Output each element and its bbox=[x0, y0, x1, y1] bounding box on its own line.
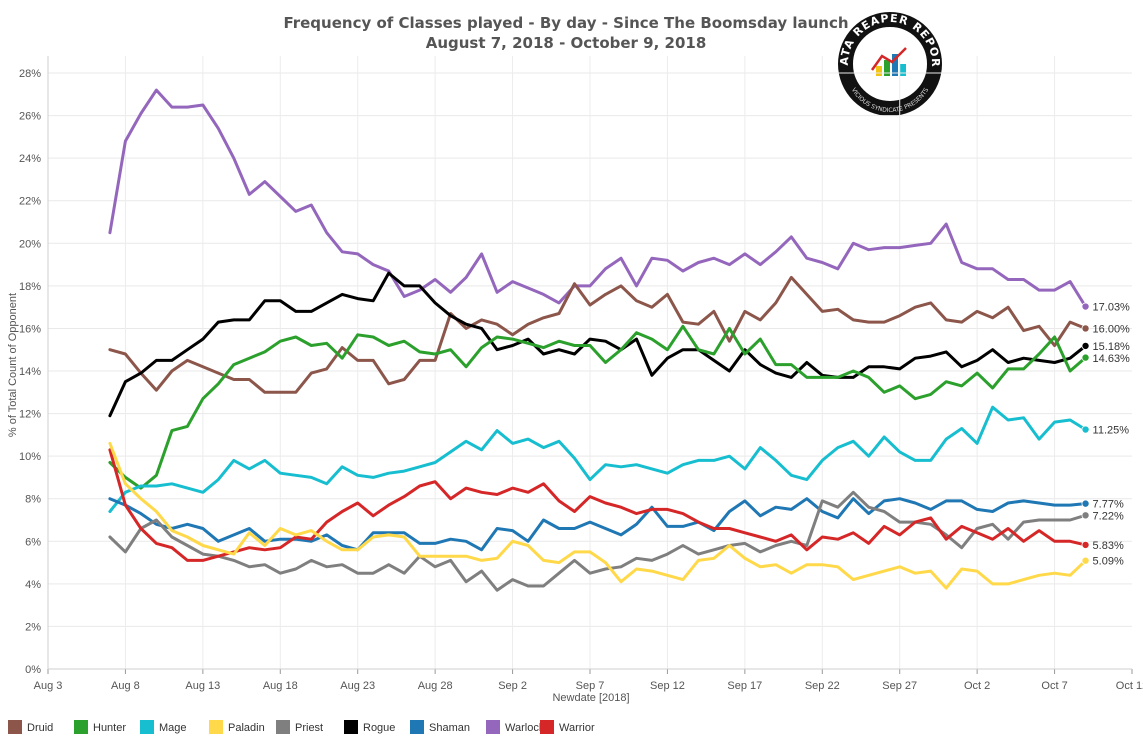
series-line-mage bbox=[108, 405, 1087, 513]
series-line-hunter bbox=[108, 324, 1087, 490]
series-line-warlock bbox=[108, 88, 1087, 308]
end-point-rogue bbox=[1081, 341, 1090, 350]
x-tick-label: Sep 12 bbox=[650, 680, 685, 692]
legend-swatch-shaman bbox=[410, 720, 424, 734]
y-tick-label: 10% bbox=[19, 451, 41, 463]
legend-swatch-warlock bbox=[486, 720, 500, 734]
legend-swatch-rogue bbox=[344, 720, 358, 734]
x-axis-title: Newdate [2018] bbox=[552, 692, 629, 704]
end-point-hunter bbox=[1081, 353, 1090, 362]
end-point-warrior bbox=[1081, 540, 1090, 549]
series-line-paladin bbox=[108, 441, 1087, 590]
end-labels: 17.03% 16.00% 15.18%14.63% 11.25% 7.77%7.22%… bbox=[1093, 302, 1131, 568]
legend-swatch-hunter bbox=[74, 720, 88, 734]
legend-label-shaman: Shaman bbox=[429, 722, 470, 734]
legend-swatch-mage bbox=[140, 720, 154, 734]
legend-label-rogue: Rogue bbox=[363, 722, 395, 734]
end-label-warrior: 5.83% bbox=[1093, 540, 1124, 552]
y-tick-label: 0% bbox=[25, 664, 41, 676]
x-tick-label: Aug 23 bbox=[340, 680, 375, 692]
legend: Druid Hunter Mage Paladin Priest Rogue Shaman W… bbox=[8, 720, 595, 734]
logo-bar bbox=[884, 60, 890, 76]
x-tick-label: Aug 18 bbox=[263, 680, 298, 692]
series-line-warrior bbox=[108, 448, 1087, 562]
chart-title: Frequency of Classes played - By day - S… bbox=[283, 14, 848, 32]
y-tick-label: 16% bbox=[19, 323, 41, 335]
y-tick-label: 26% bbox=[19, 111, 41, 123]
y-tick-label: 6% bbox=[25, 536, 41, 548]
end-point-shaman bbox=[1081, 499, 1090, 508]
legend-label-mage: Mage bbox=[159, 722, 187, 734]
end-label-hunter: 14.63% bbox=[1093, 353, 1131, 365]
x-tick-label: Aug 13 bbox=[185, 680, 220, 692]
legend-swatch-warrior bbox=[540, 720, 554, 734]
y-tick-label: 18% bbox=[19, 281, 41, 293]
x-tick-label: Aug 28 bbox=[418, 680, 453, 692]
y-tick-label: 22% bbox=[19, 196, 41, 208]
y-tick-label: 8% bbox=[25, 494, 41, 506]
x-tick-label: Oct 12 bbox=[1116, 680, 1143, 692]
y-tick-label: 2% bbox=[25, 621, 41, 633]
x-tick-label: Sep 22 bbox=[805, 680, 840, 692]
legend-swatch-druid bbox=[8, 720, 22, 734]
series-lines bbox=[108, 88, 1090, 592]
end-point-paladin bbox=[1081, 556, 1090, 565]
end-label-mage: 11.25% bbox=[1093, 425, 1130, 437]
logo-bar bbox=[900, 64, 906, 76]
end-point-warlock bbox=[1081, 302, 1090, 311]
logo-bar bbox=[876, 66, 882, 76]
end-label-paladin: 5.09% bbox=[1093, 556, 1124, 568]
legend-label-warrior: Warrior bbox=[559, 722, 595, 734]
x-tick-label: Sep 17 bbox=[727, 680, 762, 692]
logo-trend-line bbox=[870, 47, 907, 71]
end-label-priest: 7.22% bbox=[1093, 511, 1124, 523]
x-tick-label: Sep 2 bbox=[498, 680, 527, 692]
axes: 0% 2% 4% 6% 8% 10% 12% 14% 16% 18% 20% 22% 24% 26% 28%… bbox=[19, 56, 1143, 692]
end-label-druid: 16.00% bbox=[1093, 323, 1131, 335]
end-point-druid bbox=[1081, 324, 1090, 333]
legend-swatch-priest bbox=[276, 720, 290, 734]
series-line-shaman bbox=[108, 497, 1087, 552]
x-tick-label: Oct 7 bbox=[1041, 680, 1067, 692]
y-tick-label: 20% bbox=[19, 238, 41, 250]
legend-label-warlock: Warlock bbox=[505, 722, 545, 734]
end-point-mage bbox=[1081, 425, 1090, 434]
y-tick-label: 14% bbox=[19, 366, 41, 378]
legend-label-hunter: Hunter bbox=[93, 722, 126, 734]
x-tick-label: Sep 7 bbox=[576, 680, 605, 692]
x-tick-label: Oct 2 bbox=[964, 680, 990, 692]
end-label-rogue: 15.18% bbox=[1093, 341, 1131, 353]
legend-swatch-paladin bbox=[209, 720, 223, 734]
end-label-shaman: 7.77% bbox=[1093, 499, 1124, 511]
y-tick-label: 28% bbox=[19, 68, 41, 80]
logo-bar bbox=[892, 54, 898, 76]
chart-subtitle: August 7, 2018 - October 9, 2018 bbox=[426, 34, 707, 52]
x-tick-label: Sep 27 bbox=[882, 680, 917, 692]
y-tick-label: 4% bbox=[25, 579, 41, 591]
x-tick-label: Aug 8 bbox=[111, 680, 140, 692]
y-tick-label: 24% bbox=[19, 153, 41, 165]
y-axis-title: % of Total Count of Opponent bbox=[7, 293, 19, 437]
end-label-warlock: 17.03% bbox=[1093, 302, 1131, 314]
legend-label-paladin: Paladin bbox=[228, 722, 265, 734]
series-line-rogue bbox=[108, 271, 1087, 418]
series-line-druid bbox=[108, 275, 1087, 394]
end-point-priest bbox=[1081, 511, 1090, 520]
legend-label-priest: Priest bbox=[295, 722, 323, 734]
series-line-priest bbox=[108, 490, 1087, 592]
legend-label-druid: Druid bbox=[27, 722, 53, 734]
y-tick-label: 12% bbox=[19, 409, 41, 421]
x-tick-label: Aug 3 bbox=[34, 680, 63, 692]
